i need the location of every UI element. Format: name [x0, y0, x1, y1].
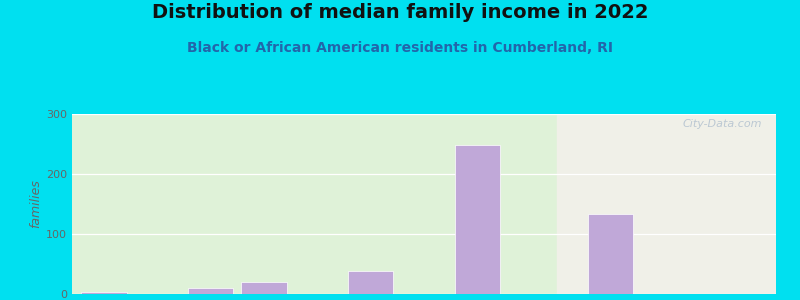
Bar — [82, 292, 126, 294]
Bar — [348, 271, 394, 294]
Text: City-Data.com: City-Data.com — [682, 119, 762, 129]
Bar — [558, 105, 798, 297]
Text: Black or African American residents in Cumberland, RI: Black or African American residents in C… — [187, 40, 613, 55]
Text: Distribution of median family income in 2022: Distribution of median family income in … — [152, 3, 648, 22]
Bar — [588, 214, 634, 294]
Bar — [242, 282, 286, 294]
Bar — [188, 288, 234, 294]
Y-axis label: families: families — [29, 180, 42, 228]
Bar — [454, 145, 500, 294]
